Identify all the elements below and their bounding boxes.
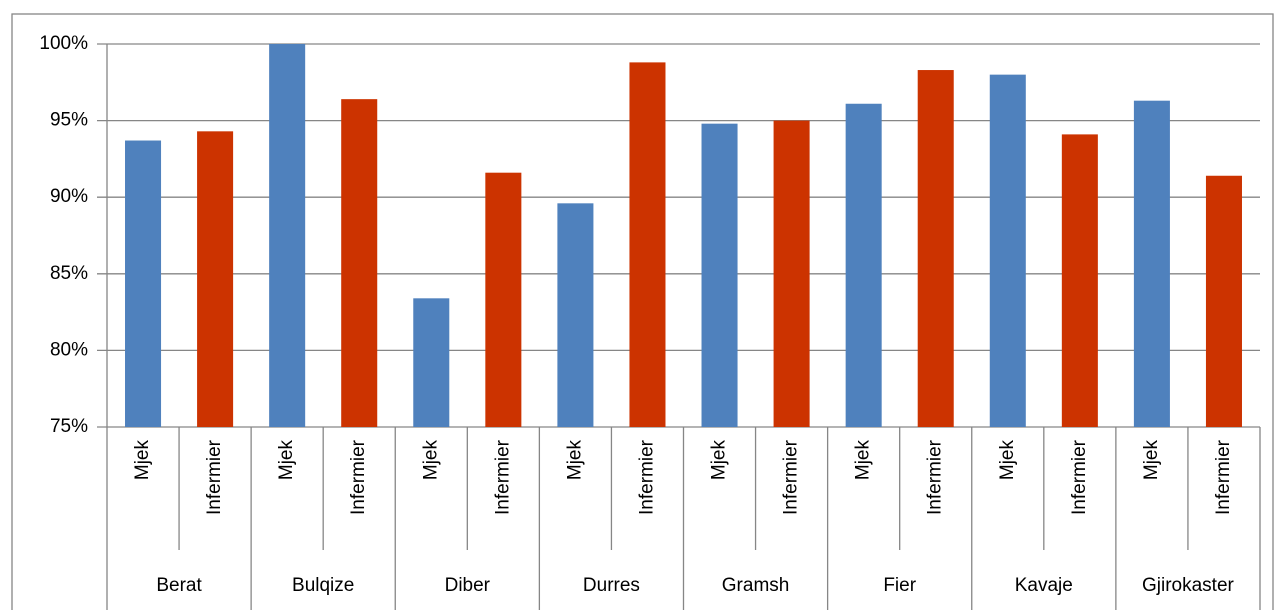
x-tick-label: Mjek <box>1141 440 1162 481</box>
x-tick-label: Infermier <box>348 439 369 515</box>
x-tick-label: Infermier <box>1213 439 1234 515</box>
group-label: Berat <box>156 575 202 596</box>
x-tick-label: Infermier <box>492 439 513 515</box>
x-tick-label: Infermier <box>1069 439 1090 515</box>
x-tick-label: Mjek <box>420 440 441 481</box>
y-tick-label: 100% <box>39 33 88 54</box>
group-label: Gjirokaster <box>1142 575 1235 596</box>
bar <box>557 203 594 427</box>
y-tick-label: 95% <box>50 110 88 131</box>
chart-border <box>11 13 1274 610</box>
bar <box>1061 134 1098 427</box>
bar <box>485 172 522 427</box>
x-tick-label: Mjek <box>709 440 730 481</box>
bar <box>773 120 810 427</box>
bar <box>1133 100 1170 428</box>
group-label: Kavaje <box>1015 575 1073 596</box>
x-tick-label: Mjek <box>276 440 297 481</box>
y-tick-label: 75% <box>50 416 88 437</box>
group-label: Diber <box>445 575 491 596</box>
bar <box>629 62 666 427</box>
y-tick-label: 85% <box>50 263 88 284</box>
bar <box>269 44 306 427</box>
group-label: Bulqize <box>292 575 354 596</box>
y-tick-label: 80% <box>50 339 88 360</box>
x-tick-label: Infermier <box>925 439 946 515</box>
group-label: Gramsh <box>722 575 790 596</box>
bar <box>341 99 378 427</box>
bar <box>989 74 1026 427</box>
x-tick-label: Mjek <box>564 440 585 481</box>
x-tick-label: Infermier <box>781 439 802 515</box>
bar <box>197 131 234 427</box>
x-tick-label: Infermier <box>636 439 657 515</box>
x-tick-label: Infermier <box>204 439 225 515</box>
bar <box>1205 175 1242 427</box>
bar <box>917 70 954 427</box>
bar <box>701 123 738 427</box>
x-tick-label: Mjek <box>132 440 153 481</box>
x-tick-label: Mjek <box>853 440 874 481</box>
x-tick-label: Mjek <box>997 440 1018 481</box>
bar <box>125 140 162 428</box>
group-label: Fier <box>883 575 916 596</box>
group-label: Durres <box>583 575 640 596</box>
bar <box>845 103 882 428</box>
bar <box>413 298 450 427</box>
y-tick-label: 90% <box>50 186 88 207</box>
